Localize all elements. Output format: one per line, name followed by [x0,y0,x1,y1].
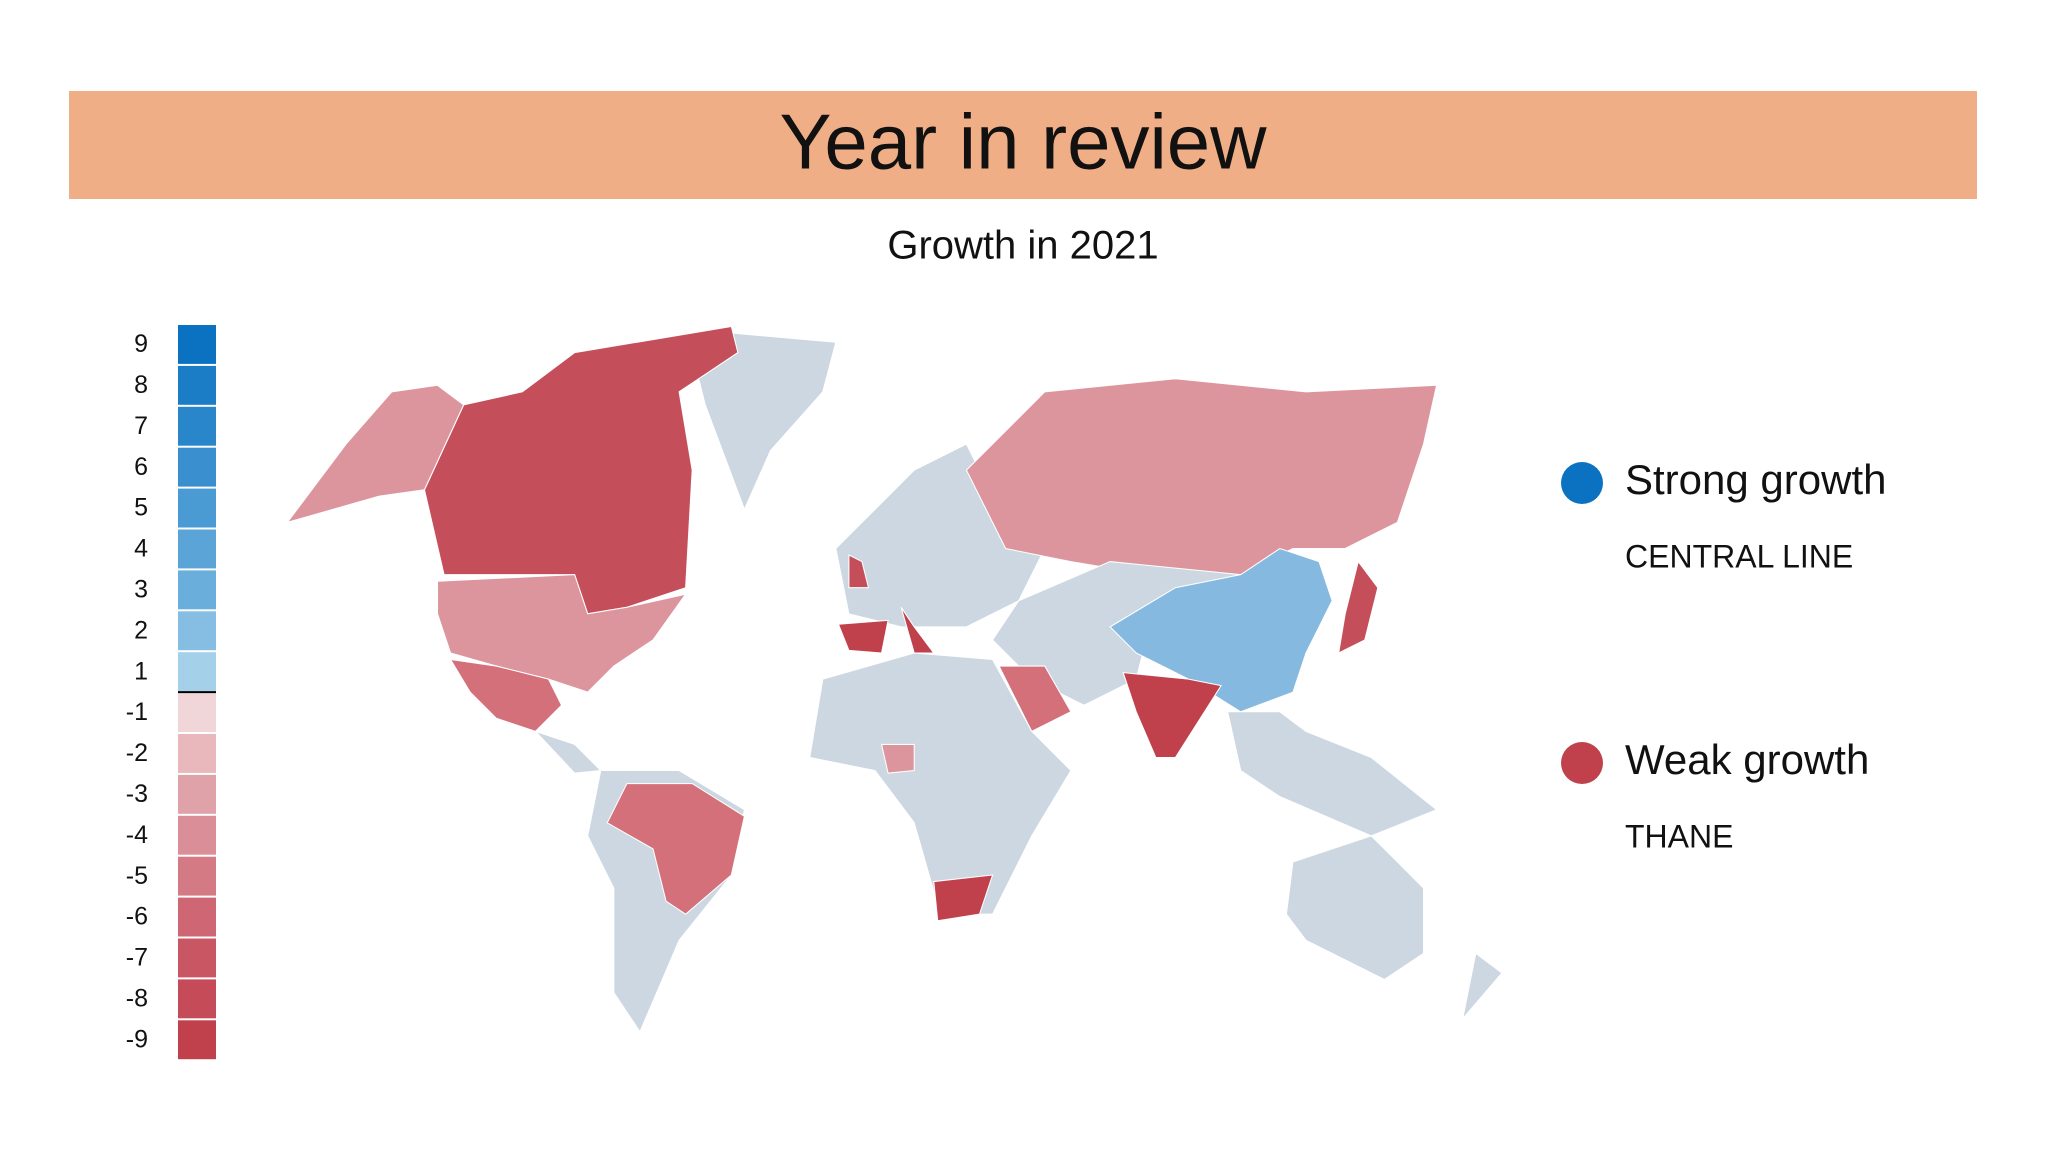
legend-label: Strong growth [1625,456,1886,503]
scale-cell [178,406,216,446]
scale-cell [178,938,216,978]
world-map [285,325,1503,1033]
header-bar [69,91,1977,199]
scale-cell [178,774,216,814]
mexico [449,658,563,732]
scale-label: -9 [126,1025,148,1053]
legend-marker [1561,742,1603,784]
scale-label: -7 [126,944,148,972]
scale-cell [178,611,216,651]
europe [835,443,1046,628]
scale-label: -5 [126,862,148,890]
scale-cell [178,447,216,487]
saudi-arabia [998,665,1072,733]
scale-label: 7 [134,412,148,440]
scale-label: -2 [126,739,148,767]
scale-label: 9 [134,330,148,358]
scale-label: 2 [134,616,148,644]
new-zealand [1461,952,1503,1021]
scale-cell [178,734,216,773]
scale-label: -8 [126,984,148,1012]
legend-label: Weak growth [1625,736,1869,783]
uk [848,554,870,589]
australia [1285,835,1425,981]
central-america [535,730,602,774]
legend-subtitle: CENTRAL LINE [1625,538,1853,574]
scale-label: 3 [134,575,148,603]
scale-cell [178,652,216,692]
scale-cell [178,856,216,896]
scale-label: -6 [126,903,148,931]
scale-cell [178,529,216,569]
scale-cell [178,897,216,937]
scale-cell [178,1020,216,1060]
scale-label: 5 [134,494,148,522]
scale-cell [178,815,216,855]
japan [1337,560,1379,654]
russia [965,378,1438,576]
scale-label: -4 [126,821,148,849]
scale-cell [178,325,216,364]
scale-cell [178,979,216,1019]
spain [837,619,889,654]
scale-label: 6 [134,453,148,481]
africa [809,652,1072,915]
legend-marker [1561,462,1603,504]
legend: Strong growth CENTRAL LINE Weak growth THAN… [1561,456,1886,854]
scale-label: -1 [126,698,148,726]
scale-label: -3 [126,780,148,808]
alaska [285,384,465,524]
brazil [606,783,746,915]
scale-label: 8 [134,371,148,399]
southeast-asia [1226,711,1438,837]
canada [423,325,739,615]
italy [900,607,935,654]
scale-cell [178,365,216,405]
nigeria [880,743,915,774]
subtitle: Growth in 2021 [887,224,1158,268]
china [1109,547,1333,713]
scale-cell [178,488,216,528]
scale-cell [178,693,216,732]
scale-cell [178,570,216,610]
usa [436,574,687,693]
scale-label: 4 [134,535,148,563]
color-scale: 9 8 7 6 5 4 3 2 1 -1 -2 -3 -4 -5 -6 -7 -8 -9 [126,325,216,1060]
south-africa [933,874,994,922]
scale-label: 1 [134,657,148,685]
title: Year in review [779,98,1267,186]
legend-subtitle: THANE [1625,818,1733,854]
greenland [691,332,837,511]
india [1122,671,1222,759]
